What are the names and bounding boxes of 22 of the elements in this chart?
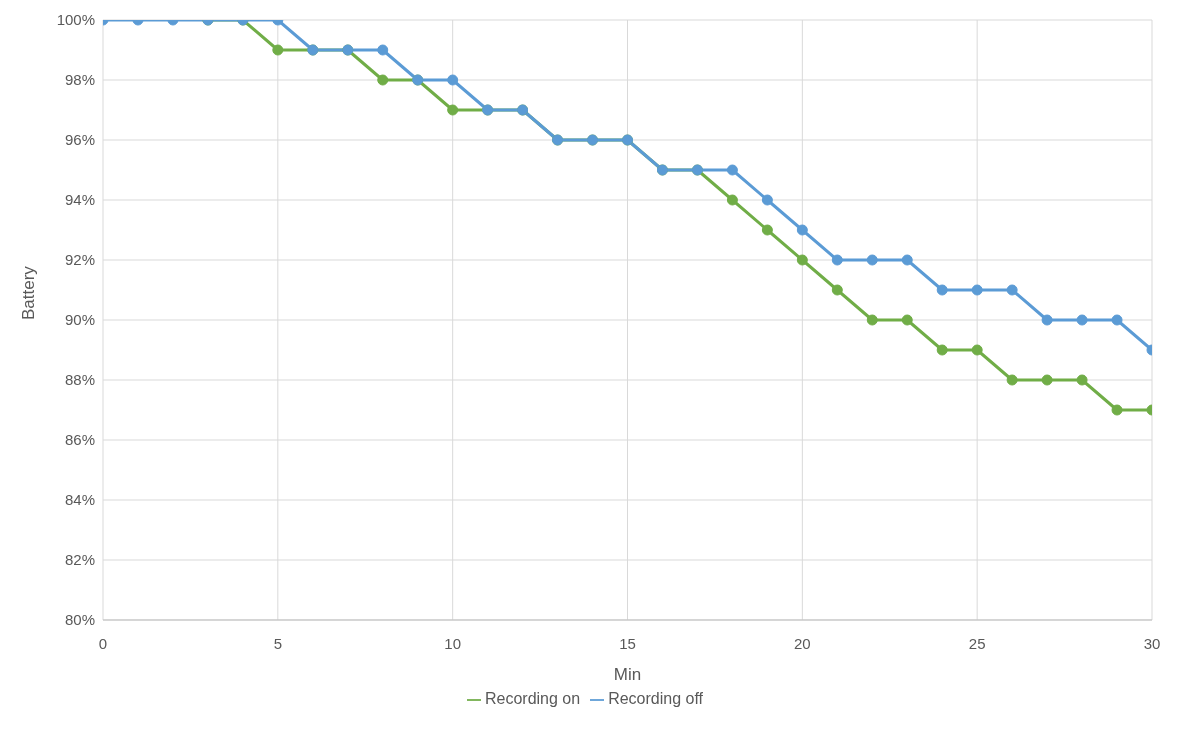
y-tick-label: 94% — [64, 191, 95, 209]
legend-label: Recording off — [608, 690, 704, 707]
x-tick-label: 5 — [273, 634, 283, 652]
legend-label: Recording on — [484, 690, 581, 707]
x-tick-label: 15 — [619, 634, 636, 652]
y-axis-title: Battery — [19, 265, 39, 320]
x-tick-label: 20 — [793, 634, 811, 652]
x-tick-label: 25 — [968, 634, 986, 652]
y-tick-label: 80% — [64, 611, 95, 629]
x-tick-label: 10 — [444, 634, 462, 652]
x-tick-label: 30 — [1143, 634, 1161, 652]
y-tick-label: 96% — [64, 131, 95, 149]
y-tick-label: 98% — [64, 71, 95, 89]
y-tick-label: 88% — [64, 371, 95, 389]
x-tick-label: 0 — [98, 634, 108, 652]
x-axis-title: Min — [613, 665, 642, 684]
y-tick-label: 90% — [64, 311, 95, 329]
y-tick-label: 100% — [56, 11, 95, 29]
y-tick-label: 84% — [64, 491, 95, 509]
y-tick-label: 82% — [64, 551, 95, 569]
y-tick-label: 86% — [64, 431, 95, 449]
y-tick-label: 92% — [64, 251, 95, 269]
